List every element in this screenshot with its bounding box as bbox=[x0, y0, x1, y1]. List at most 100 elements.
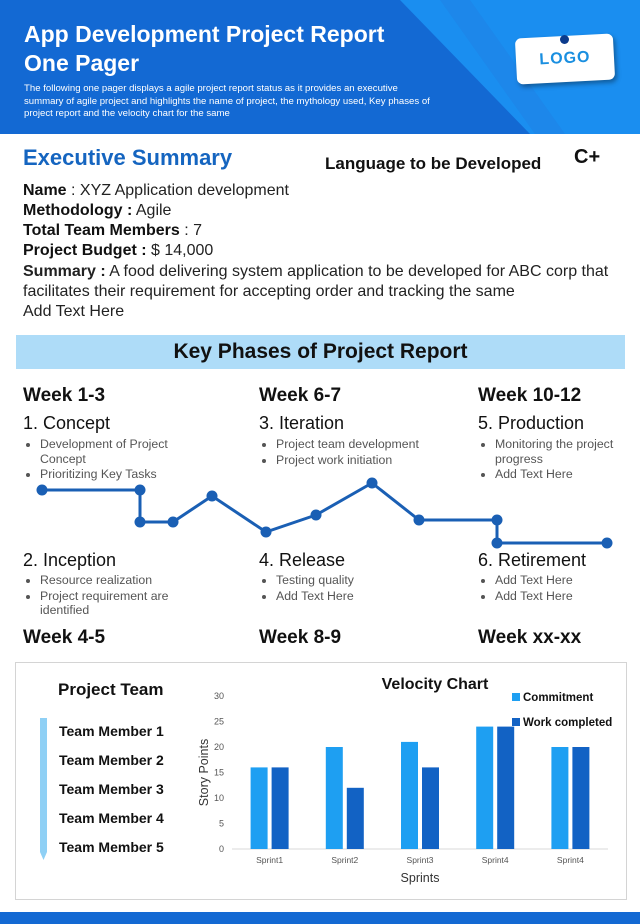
budget-value: $ 14,000 bbox=[146, 242, 214, 259]
executive-summary-title: Executive Summary bbox=[23, 145, 233, 170]
x-tick-label: Sprint1 bbox=[256, 855, 283, 865]
chart-title: Velocity Chart bbox=[382, 676, 489, 693]
velocity-chart: Velocity Chart 0 5 10 15 20 25 30 Story Points Sp… bbox=[197, 676, 612, 885]
phase-bullet: Development of Project Concept bbox=[40, 437, 190, 466]
phase-bullets: Resource realization Project requirement… bbox=[23, 573, 210, 619]
phase-title: 6. Retirement bbox=[478, 550, 587, 570]
timeline-node bbox=[167, 516, 179, 528]
legend-swatch bbox=[512, 718, 520, 726]
phase-title: 4. Release bbox=[259, 550, 346, 570]
timeline-node bbox=[206, 490, 218, 502]
phase-week: Week 10-12 bbox=[478, 385, 582, 406]
phase-week: Week 1-3 bbox=[23, 385, 106, 406]
name-value: : XYZ Application development bbox=[71, 182, 289, 199]
phase-timeline bbox=[36, 477, 613, 549]
phase-bullets: Monitoring the project progress Add Text… bbox=[478, 437, 625, 483]
bar-work-completed bbox=[346, 787, 364, 849]
project-team-title: Project Team bbox=[58, 680, 164, 699]
language-label: Language to be Developed bbox=[325, 154, 542, 173]
phase-title: 5. Production bbox=[478, 413, 585, 433]
timeline-node bbox=[413, 514, 425, 526]
timeline-node bbox=[366, 477, 378, 489]
x-tick-label: Sprint4 bbox=[482, 855, 509, 865]
legend-label: Work completed bbox=[523, 717, 612, 729]
methodology-value: Agile bbox=[132, 202, 172, 219]
timeline-node bbox=[134, 516, 146, 528]
team-member: Team Member 4 bbox=[59, 810, 164, 826]
phase-bullet: Add Text Here bbox=[495, 467, 625, 482]
phase-week: Week xx-xx bbox=[478, 627, 582, 648]
phase-bullet: Monitoring the project progress bbox=[495, 437, 625, 466]
x-axis-label: Sprints bbox=[401, 871, 440, 885]
timeline-node bbox=[134, 484, 146, 496]
phase-bullet: Project work initiation bbox=[276, 453, 476, 468]
phase-bullet: Resource realization bbox=[40, 573, 210, 588]
y-tick-label: 5 bbox=[219, 819, 224, 829]
summary-budget-line: Project Budget : $ 14,000 bbox=[23, 242, 213, 260]
y-axis-label: Story Points bbox=[197, 739, 211, 806]
x-tick-label: Sprint4 bbox=[557, 855, 584, 865]
team-accent-bar bbox=[40, 718, 47, 860]
report-title-line1: App Development Project Report bbox=[24, 21, 385, 47]
x-tick-label: Sprint2 bbox=[331, 855, 358, 865]
name-label: Name bbox=[23, 182, 67, 199]
phase-week: Week 6-7 bbox=[259, 385, 342, 406]
timeline-line bbox=[42, 481, 607, 545]
team-members-label: Total Team Members bbox=[23, 222, 180, 239]
pin-icon bbox=[560, 35, 569, 44]
phase-bullets: Testing quality Add Text Here bbox=[259, 573, 446, 604]
y-tick-label: 30 bbox=[214, 691, 224, 701]
y-tick-label: 0 bbox=[219, 844, 224, 854]
phase-bullets: Project team development Project work in… bbox=[259, 437, 476, 468]
report-description: The following one pager displays a agile… bbox=[24, 83, 430, 119]
summary-team-line: Total Team Members : 7 bbox=[23, 222, 202, 240]
phase-bullet: Add Text Here bbox=[495, 573, 635, 588]
bar-work-completed bbox=[422, 767, 439, 849]
phase-bullet: Add Text Here bbox=[276, 589, 446, 604]
team-member: Team Member 5 bbox=[59, 839, 164, 855]
phase-bullet: Project team development bbox=[276, 437, 476, 452]
timeline-node bbox=[260, 526, 272, 538]
phase-title: 2. Inception bbox=[23, 550, 117, 570]
key-phases-banner: Key Phases of Project Report bbox=[16, 335, 625, 369]
bar-commitment bbox=[476, 726, 494, 849]
team-member: Team Member 2 bbox=[59, 752, 164, 768]
legend-label: Commitment bbox=[523, 692, 593, 704]
summary-name-line: Name : XYZ Application development bbox=[23, 182, 289, 200]
phase-title: 3. Iteration bbox=[259, 413, 345, 433]
phase-bullet: Add Text Here bbox=[495, 589, 635, 604]
summary-label: Summary : bbox=[23, 263, 106, 280]
summary-value: A food delivering system application to … bbox=[23, 263, 609, 300]
timeline-node bbox=[36, 484, 48, 496]
summary-add-text: Add Text Here bbox=[23, 303, 125, 320]
bar-commitment bbox=[325, 747, 343, 849]
bar-commitment bbox=[401, 741, 418, 849]
budget-label: Project Budget : bbox=[23, 242, 147, 259]
phase-bullet: Prioritizing Key Tasks bbox=[40, 467, 190, 482]
timeline-node bbox=[601, 537, 613, 549]
bar-commitment bbox=[250, 767, 268, 849]
language-value: C+ bbox=[574, 146, 601, 168]
team-velocity-panel bbox=[15, 662, 627, 900]
phase-bullets: Add Text Here Add Text Here bbox=[478, 573, 635, 604]
phase-week: Week 4-5 bbox=[23, 627, 106, 648]
report-title-line2: One Pager bbox=[24, 50, 140, 76]
phase-bullet: Project requirement are identified bbox=[40, 589, 210, 618]
x-tick-label: Sprint3 bbox=[407, 855, 434, 865]
y-tick-label: 20 bbox=[214, 742, 224, 752]
phase-title: 1. Concept bbox=[23, 413, 111, 433]
footer-bar bbox=[0, 912, 640, 924]
legend-swatch bbox=[512, 693, 520, 701]
team-members-value: : 7 bbox=[179, 222, 203, 239]
phase-bullets: Development of Project Concept Prioritiz… bbox=[23, 437, 190, 483]
bar-work-completed bbox=[572, 747, 590, 849]
bar-work-completed bbox=[497, 726, 515, 849]
logo-text: LOGO bbox=[539, 48, 591, 69]
timeline-node bbox=[310, 509, 322, 521]
timeline-node bbox=[491, 514, 503, 526]
summary-paragraph: Summary : A food delivering system appli… bbox=[23, 262, 623, 322]
phase-bullet: Testing quality bbox=[276, 573, 446, 588]
phase-week: Week 8-9 bbox=[259, 627, 342, 648]
y-tick-label: 25 bbox=[214, 717, 224, 727]
y-tick-label: 10 bbox=[214, 793, 224, 803]
